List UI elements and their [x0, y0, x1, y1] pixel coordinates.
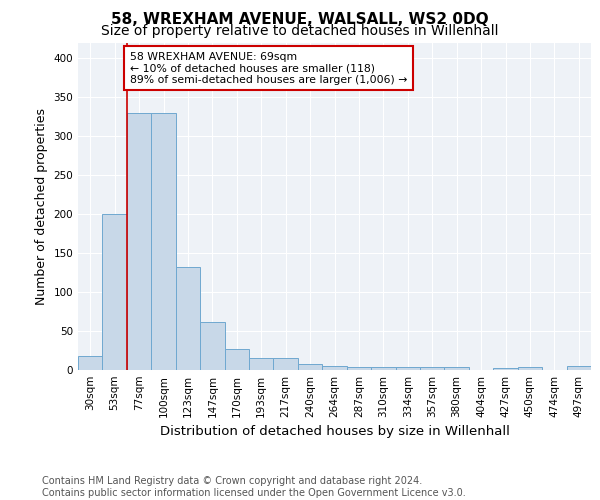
Bar: [322, 366, 347, 370]
Bar: [274, 358, 298, 370]
Y-axis label: Number of detached properties: Number of detached properties: [35, 108, 48, 304]
Bar: [151, 112, 176, 370]
Bar: [103, 214, 127, 370]
Bar: [518, 367, 542, 370]
Bar: [395, 367, 420, 370]
Bar: [176, 267, 200, 370]
Bar: [371, 367, 395, 370]
Bar: [224, 349, 249, 370]
Bar: [78, 356, 103, 370]
Bar: [493, 368, 518, 370]
Text: 58 WREXHAM AVENUE: 69sqm
← 10% of detached houses are smaller (118)
89% of semi-: 58 WREXHAM AVENUE: 69sqm ← 10% of detach…: [130, 52, 407, 85]
Bar: [249, 358, 274, 370]
Text: Contains HM Land Registry data © Crown copyright and database right 2024.
Contai: Contains HM Land Registry data © Crown c…: [42, 476, 466, 498]
Text: 58, WREXHAM AVENUE, WALSALL, WS2 0DQ: 58, WREXHAM AVENUE, WALSALL, WS2 0DQ: [111, 12, 489, 28]
Bar: [445, 367, 469, 370]
Bar: [298, 364, 322, 370]
Bar: [347, 367, 371, 370]
Bar: [127, 112, 151, 370]
X-axis label: Distribution of detached houses by size in Willenhall: Distribution of detached houses by size …: [160, 426, 509, 438]
Text: Size of property relative to detached houses in Willenhall: Size of property relative to detached ho…: [101, 24, 499, 38]
Bar: [200, 322, 224, 370]
Bar: [566, 366, 591, 370]
Bar: [420, 367, 445, 370]
